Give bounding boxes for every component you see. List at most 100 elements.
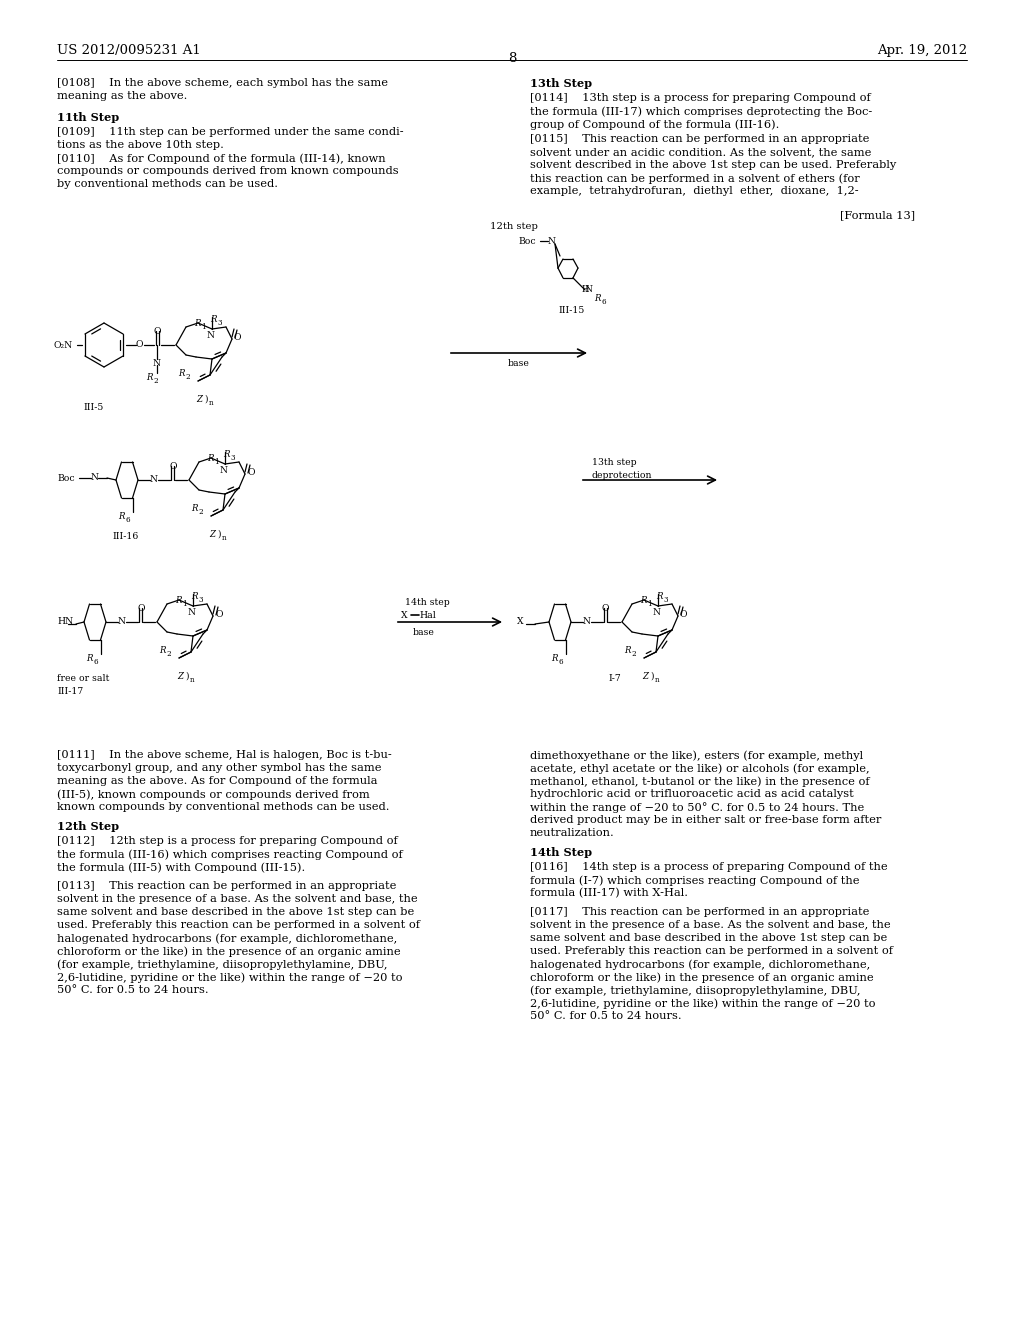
Text: R: R (207, 454, 213, 463)
Text: 13th step: 13th step (592, 458, 637, 467)
Text: H: H (582, 285, 590, 294)
Text: n: n (190, 676, 195, 684)
Text: neutralization.: neutralization. (530, 828, 614, 838)
Text: O: O (602, 605, 609, 612)
Text: 1: 1 (182, 601, 186, 609)
Text: 2: 2 (198, 508, 203, 516)
Text: example,  tetrahydrofuran,  diethyl  ether,  dioxane,  1,2-: example, tetrahydrofuran, diethyl ether,… (530, 186, 859, 195)
Text: (for example, triethylamine, diisopropylethylamine, DBU,: (for example, triethylamine, diisopropyl… (57, 960, 387, 970)
Text: R: R (194, 319, 201, 327)
Text: O: O (137, 605, 144, 612)
Text: by conventional methods can be used.: by conventional methods can be used. (57, 180, 278, 189)
Text: N: N (585, 285, 593, 294)
Text: group of Compound of the formula (III-16).: group of Compound of the formula (III-16… (530, 119, 779, 129)
Text: R: R (552, 653, 558, 663)
Text: N: N (150, 475, 158, 484)
Text: [0115]    This reaction can be performed in an appropriate: [0115] This reaction can be performed in… (530, 135, 869, 144)
Text: 3: 3 (217, 319, 221, 327)
Text: the formula (III-17) which comprises deprotecting the Boc-: the formula (III-17) which comprises dep… (530, 106, 872, 116)
Text: R: R (119, 512, 125, 521)
Text: the formula (III-5) with Compound (III-15).: the formula (III-5) with Compound (III-1… (57, 862, 305, 873)
Text: III-15: III-15 (558, 306, 585, 315)
Text: O: O (234, 333, 242, 342)
Text: formula (III-17) with X-Hal.: formula (III-17) with X-Hal. (530, 888, 688, 899)
Text: [0114]    13th step is a process for preparing Compound of: [0114] 13th step is a process for prepar… (530, 92, 870, 103)
Text: 6: 6 (126, 516, 130, 524)
Text: O: O (680, 610, 687, 619)
Text: R: R (175, 597, 181, 605)
Text: solvent in the presence of a base. As the solvent and base, the: solvent in the presence of a base. As th… (57, 894, 418, 904)
Text: [0116]    14th step is a process of preparing Compound of the: [0116] 14th step is a process of prepari… (530, 862, 888, 873)
Text: solvent described in the above 1st step can be used. Preferably: solvent described in the above 1st step … (530, 160, 896, 170)
Text: the formula (III-16) which comprises reacting Compound of: the formula (III-16) which comprises rea… (57, 849, 402, 859)
Text: 1: 1 (647, 601, 651, 609)
Text: hydrochloric acid or trifluoroacetic acid as acid catalyst: hydrochloric acid or trifluoroacetic aci… (530, 789, 854, 799)
Text: known compounds by conventional methods can be used.: known compounds by conventional methods … (57, 803, 389, 812)
Text: Boc: Boc (57, 474, 75, 483)
Text: this reaction can be performed in a solvent of ethers (for: this reaction can be performed in a solv… (530, 173, 860, 183)
Text: X: X (517, 616, 523, 626)
Text: [0112]    12th step is a process for preparing Compound of: [0112] 12th step is a process for prepar… (57, 836, 397, 846)
Text: meaning as the above.: meaning as the above. (57, 91, 187, 102)
Text: R: R (159, 645, 166, 655)
Text: halogenated hydrocarbons (for example, dichloromethane,: halogenated hydrocarbons (for example, d… (530, 960, 870, 970)
Text: N: N (583, 616, 591, 626)
Text: halogenated hydrocarbons (for example, dichloromethane,: halogenated hydrocarbons (for example, d… (57, 933, 397, 944)
Text: US 2012/0095231 A1: US 2012/0095231 A1 (57, 44, 201, 57)
Text: Z: Z (177, 672, 183, 681)
Text: R: R (146, 374, 153, 381)
Text: O: O (215, 610, 222, 619)
Text: ): ) (650, 672, 653, 681)
Text: Z: Z (209, 531, 215, 539)
Text: O: O (154, 327, 162, 337)
Text: 6: 6 (93, 657, 98, 667)
Text: n: n (655, 676, 659, 684)
Text: used. Preferably this reaction can be performed in a solvent of: used. Preferably this reaction can be pe… (530, 946, 893, 956)
Text: 3: 3 (663, 597, 668, 605)
Text: I-7: I-7 (608, 675, 622, 682)
Text: methanol, ethanol, t-butanol or the like) in the presence of: methanol, ethanol, t-butanol or the like… (530, 776, 869, 787)
Text: R: R (191, 591, 198, 601)
Text: 13th Step: 13th Step (530, 78, 592, 88)
Text: 2: 2 (631, 649, 636, 657)
Text: toxycarbonyl group, and any other symbol has the same: toxycarbonyl group, and any other symbol… (57, 763, 382, 774)
Text: 14th step: 14th step (406, 598, 450, 607)
Text: R: R (86, 653, 93, 663)
Text: 2,6-lutidine, pyridine or the like) within the range of −20 to: 2,6-lutidine, pyridine or the like) with… (530, 998, 876, 1008)
Text: Hal: Hal (419, 611, 436, 620)
Text: O: O (136, 341, 143, 348)
Text: acetate, ethyl acetate or the like) or alcohols (for example,: acetate, ethyl acetate or the like) or a… (530, 763, 869, 774)
Text: 1: 1 (201, 323, 206, 331)
Text: 8: 8 (508, 51, 516, 65)
Text: used. Preferably this reaction can be performed in a solvent of: used. Preferably this reaction can be pe… (57, 920, 420, 931)
Text: R: R (178, 370, 184, 378)
Text: compounds or compounds derived from known compounds: compounds or compounds derived from know… (57, 166, 398, 176)
Text: same solvent and base described in the above 1st step can be: same solvent and base described in the a… (530, 933, 887, 942)
Text: deprotection: deprotection (592, 471, 652, 480)
Text: O: O (247, 469, 255, 477)
Text: base: base (413, 628, 435, 638)
Text: same solvent and base described in the above 1st step can be: same solvent and base described in the a… (57, 907, 415, 917)
Text: R: R (624, 645, 631, 655)
Text: solvent in the presence of a base. As the solvent and base, the: solvent in the presence of a base. As th… (530, 920, 891, 931)
Text: within the range of −20 to 50° C. for 0.5 to 24 hours. The: within the range of −20 to 50° C. for 0.… (530, 803, 864, 813)
Text: N: N (207, 331, 215, 341)
Text: R: R (191, 504, 198, 513)
Text: free or salt: free or salt (57, 675, 110, 682)
Text: 50° C. for 0.5 to 24 hours.: 50° C. for 0.5 to 24 hours. (530, 1011, 682, 1020)
Text: Z: Z (196, 395, 202, 404)
Text: Apr. 19, 2012: Apr. 19, 2012 (877, 44, 967, 57)
Text: [0113]    This reaction can be performed in an appropriate: [0113] This reaction can be performed in… (57, 880, 396, 891)
Text: N: N (653, 609, 662, 616)
Text: O: O (169, 462, 176, 471)
Text: formula (I-7) which comprises reacting Compound of the: formula (I-7) which comprises reacting C… (530, 875, 859, 886)
Text: dimethoxyethane or the like), esters (for example, methyl: dimethoxyethane or the like), esters (fo… (530, 750, 863, 760)
Text: ): ) (204, 395, 208, 404)
Text: R: R (640, 597, 646, 605)
Text: [0109]    11th step can be performed under the same condi-: [0109] 11th step can be performed under … (57, 127, 403, 137)
Text: (III-5), known compounds or compounds derived from: (III-5), known compounds or compounds de… (57, 789, 370, 800)
Text: [0111]    In the above scheme, Hal is halogen, Boc is t-bu-: [0111] In the above scheme, Hal is halog… (57, 750, 392, 760)
Text: Boc: Boc (518, 238, 536, 246)
Text: meaning as the above. As for Compound of the formula: meaning as the above. As for Compound of… (57, 776, 378, 785)
Text: 50° C. for 0.5 to 24 hours.: 50° C. for 0.5 to 24 hours. (57, 985, 209, 995)
